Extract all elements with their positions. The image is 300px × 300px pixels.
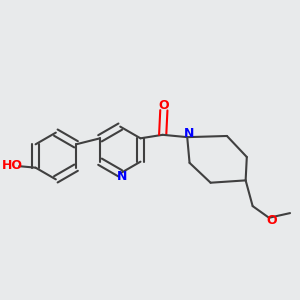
- Text: O: O: [158, 99, 169, 112]
- Text: N: N: [117, 170, 127, 183]
- Text: N: N: [184, 127, 194, 140]
- Text: O: O: [266, 214, 277, 227]
- Text: HO: HO: [2, 159, 23, 172]
